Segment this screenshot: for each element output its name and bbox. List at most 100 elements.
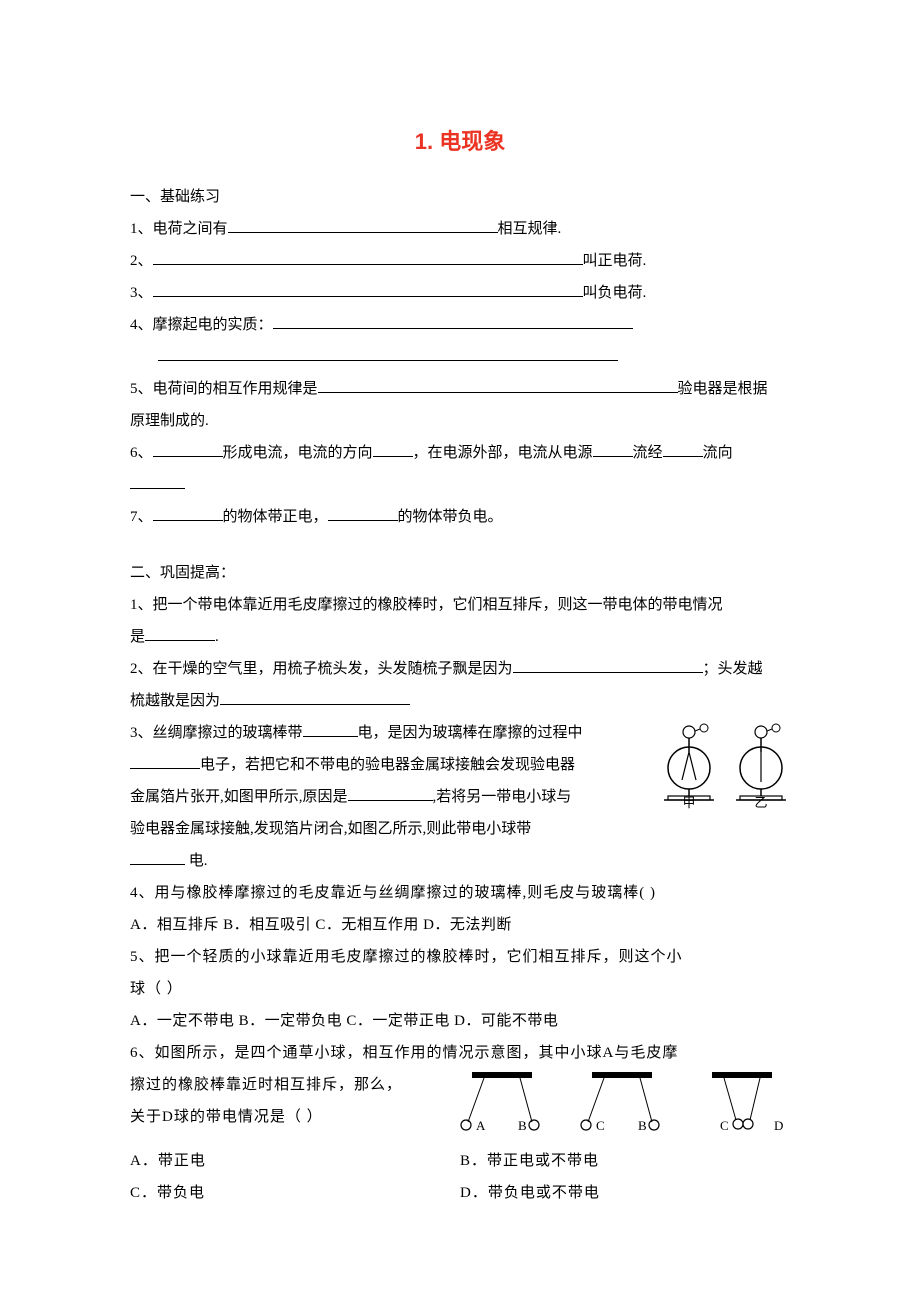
s2-q1-text1: 1、把一个带电体靠近用毛皮摩擦过的橡胶棒时，它们相互排斥，则这一带电体的带电情况: [130, 597, 723, 613]
section2-heading: 二、巩固提高：: [130, 558, 790, 588]
s1-q1-tail: 相互规律.: [498, 221, 562, 237]
s1-q5-text1: 5、电荷间的相互作用规律是: [130, 381, 318, 397]
s2-q3-blank2: [130, 768, 200, 769]
s2-q1-blank: [145, 640, 215, 641]
s2-q2-blank1: [513, 672, 703, 673]
s2-q3-line5: 电.: [130, 846, 790, 876]
s2-q2-text3: 梳越散是因为: [130, 693, 220, 709]
s1-q4-text: 4、摩擦起电的实质：: [130, 317, 273, 333]
s2-q3-container: 甲 乙 3、丝绸摩擦过的玻璃棒带 电，是因为玻璃棒在摩擦的过程中: [130, 718, 790, 846]
pendulum-3: C D: [694, 1070, 790, 1136]
s1-q6-blank3: [593, 456, 633, 457]
s1-q6-blank1: [153, 456, 223, 457]
pendulum-label-a: A: [476, 1118, 486, 1133]
s1-q7-blank2: [328, 520, 398, 521]
pendulum-label-b: B: [518, 1118, 527, 1133]
s2-q6-line3: 关于D球的带电情况是（ ）: [130, 1102, 415, 1132]
s2-q6-optC: C．带负电: [130, 1178, 460, 1208]
s2-q1-text2: 是: [130, 629, 145, 645]
pendulum-label-c2: C: [720, 1118, 729, 1133]
s1-q5: 5、电荷间的相互作用规律是 验电器是根据: [130, 374, 790, 404]
s2-q5-line2: 球（ ）: [130, 974, 790, 1004]
s2-q6-options-row1: A．带正电 B．带正电或不带电: [130, 1146, 790, 1176]
s2-q1-line2: 是.: [130, 622, 790, 652]
electroscope-left-caption: 甲: [660, 790, 718, 816]
s1-q2-text: 2、: [130, 253, 153, 269]
s2-q3-text7: 电.: [185, 853, 208, 869]
s2-q3-blank4: [130, 864, 185, 865]
s1-q1: 1、电荷之间有 相互规律.: [130, 214, 790, 244]
s2-q5-line1: 5、把一个轻质的小球靠近用毛皮摩擦过的橡胶棒时，它们相互排斥，则这个小: [130, 942, 790, 972]
s2-q6-optD: D．带负电或不带电: [460, 1178, 790, 1208]
pendulum-1: A B: [454, 1070, 550, 1136]
s2-q6-line2: 擦过的橡胶棒靠近时相互排斥，那么，: [130, 1070, 415, 1100]
electroscope-right-caption: 乙: [732, 790, 790, 816]
s2-q4: 4、用与橡胶棒摩擦过的毛皮靠近与丝绸摩擦过的玻璃棒,则毛皮与玻璃棒( ): [130, 878, 790, 908]
s2-q3-text5: ,若将另一带电小球与: [433, 789, 572, 805]
s1-q2-blank: [153, 264, 583, 265]
s1-q4-blank2: [158, 360, 618, 361]
s1-q2-tail: 叫正电荷.: [583, 253, 647, 269]
s1-q6: 6、形成电流，电流的方向，在电源外部，电流从电源流经流向: [130, 438, 790, 468]
s1-q6-text3: ，在电源外部，电流从电源: [413, 445, 593, 461]
s2-q3-blank3: [348, 800, 433, 801]
s2-q3-text6: 验电器金属球接触,发现箔片闭合,如图乙所示,则此带电小球带: [130, 821, 531, 837]
s2-q3-blank1: [303, 736, 358, 737]
page-title: 1. 电现象: [130, 120, 790, 164]
pendulum-label-c: C: [596, 1118, 605, 1133]
s1-q1-blank: [228, 232, 498, 233]
pendulum-2: C B: [574, 1070, 670, 1136]
s2-q3-text4: 金属箔片张开,如图甲所示,原因是: [130, 789, 348, 805]
s2-q3-text1: 3、丝绸摩擦过的玻璃棒带: [130, 725, 303, 741]
s2-q2-blank2: [220, 704, 410, 705]
s2-q3-text3: 电子，若把它和不带电的验电器金属球接触会发现验电器: [200, 757, 575, 773]
s1-q6-text2: 形成电流，电流的方向: [223, 445, 373, 461]
s1-q6-blank5: [130, 488, 185, 489]
s1-q5-text3: 原理制成的.: [130, 413, 209, 429]
s2-q2: 2、在干燥的空气里，用梳子梳头发，头发随梳子飘是因为 ；头发越: [130, 654, 790, 684]
s2-q2-line2: 梳越散是因为: [130, 686, 790, 716]
s2-q6-optA: A．带正电: [130, 1146, 460, 1176]
electroscope-left: 甲: [660, 722, 718, 814]
s2-q2-text2: ；头发越: [703, 661, 763, 677]
s1-q3-blank: [153, 296, 583, 297]
s1-q1-text: 1、电荷之间有: [130, 221, 228, 237]
pendulum-figure: A B C B: [425, 1070, 790, 1136]
s1-q6-blank4: [663, 456, 703, 457]
s1-q5-text2: 验电器是根据: [678, 381, 768, 397]
electroscope-figure: 甲 乙: [660, 718, 790, 814]
s1-q4-line2: [130, 342, 790, 372]
s1-q3-tail: 叫负电荷.: [583, 285, 647, 301]
s1-q7: 7、 的物体带正电， 的物体带负电。: [130, 502, 790, 532]
s2-q1-text3: .: [215, 629, 219, 645]
s2-q5-options: A．一定不带电 B．一定带负电 C．一定带正电 D．可能不带电: [130, 1006, 790, 1036]
s2-q4-options: A．相互排斥 B．相互吸引 C．无相互作用 D．无法判断: [130, 910, 790, 940]
s1-q7-text2: 的物体带正电，: [223, 509, 328, 525]
s1-q6-text5: 流向: [703, 445, 733, 461]
s2-q2-text1: 2、在干燥的空气里，用梳子梳头发，头发随梳子飘是因为: [130, 661, 513, 677]
s2-q3-line1: 3、丝绸摩擦过的玻璃棒带 电，是因为玻璃棒在摩擦的过程中: [130, 718, 610, 748]
pendulum-label-d: D: [774, 1118, 783, 1133]
s2-q6-optB: B．带正电或不带电: [460, 1146, 790, 1176]
s1-q3: 3、 叫负电荷.: [130, 278, 790, 308]
s1-q7-text1: 7、: [130, 509, 153, 525]
s1-q6-text1: 6、: [130, 445, 153, 461]
s1-q3-text: 3、: [130, 285, 153, 301]
section-gap: [130, 534, 790, 558]
pendulum-label-b2: B: [638, 1118, 647, 1133]
s2-q6-options-row2: C．带负电 D．带负电或不带电: [130, 1178, 790, 1208]
s1-q2: 2、 叫正电荷.: [130, 246, 790, 276]
s1-q4-blank1: [273, 328, 633, 329]
s2-q3-text2: 电，是因为玻璃棒在摩擦的过程中: [358, 725, 583, 741]
electroscope-right: 乙: [732, 722, 790, 814]
s1-q5-line2: 原理制成的.: [130, 406, 790, 436]
s2-q3-line4: 验电器金属球接触,发现箔片闭合,如图乙所示,则此带电小球带: [130, 814, 610, 844]
s2-q3-line3: 金属箔片张开,如图甲所示,原因是 ,若将另一带电小球与: [130, 782, 610, 812]
s1-q7-blank1: [153, 520, 223, 521]
s2-q1: 1、把一个带电体靠近用毛皮摩擦过的橡胶棒时，它们相互排斥，则这一带电体的带电情况: [130, 590, 790, 620]
s2-q6-layout: 擦过的橡胶棒靠近时相互排斥，那么， 关于D球的带电情况是（ ） A B: [130, 1070, 790, 1136]
s1-q7-text3: 的物体带负电。: [398, 509, 503, 525]
s1-q6-line2: [130, 470, 790, 500]
s1-q4: 4、摩擦起电的实质：: [130, 310, 790, 340]
s1-q6-blank2: [373, 456, 413, 457]
